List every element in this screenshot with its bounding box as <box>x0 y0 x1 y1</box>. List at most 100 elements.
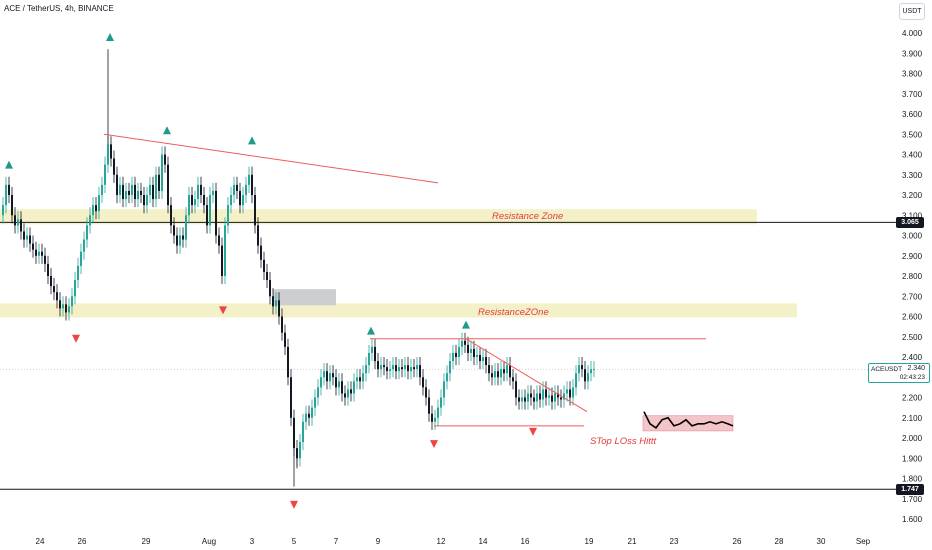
candle-body <box>347 389 349 398</box>
candle-body <box>290 377 292 418</box>
candle-body <box>188 195 190 216</box>
candle-body <box>236 184 238 191</box>
last-price: 2.340 <box>907 365 925 372</box>
candle-body <box>548 395 550 398</box>
y-tick-label: 3.900 <box>902 49 923 58</box>
candle-body <box>83 239 85 252</box>
candle-body <box>365 365 367 374</box>
candle-body <box>392 365 394 370</box>
x-tick-label: 28 <box>775 537 784 546</box>
x-tick-label: 23 <box>670 537 679 546</box>
x-tick-label: 30 <box>817 537 826 546</box>
candle-body <box>488 365 490 374</box>
candle-body <box>191 195 193 206</box>
candle-body <box>20 219 22 232</box>
candle-body <box>509 365 511 378</box>
candle-body <box>152 184 154 200</box>
x-tick-label: Sep <box>856 537 871 546</box>
countdown: 02:43:23 <box>899 374 925 381</box>
candle-body <box>275 300 277 307</box>
x-tick-label: 24 <box>36 537 45 546</box>
x-tick-label: 3 <box>250 537 255 546</box>
candle-body <box>272 296 274 307</box>
candle-body <box>26 235 28 240</box>
candle-body <box>497 371 499 378</box>
up-arrow-icon <box>5 160 13 169</box>
candle-body <box>308 413 310 418</box>
candle-body <box>314 397 316 408</box>
candle-body <box>461 340 463 347</box>
x-tick-label: 19 <box>585 537 594 546</box>
candle-body <box>380 365 382 370</box>
candle-body <box>143 195 145 206</box>
candle-body <box>557 393 559 398</box>
y-tick-label: 3.100 <box>902 211 923 220</box>
candle-body <box>431 413 433 422</box>
candle-body <box>452 352 454 362</box>
candle-body <box>92 205 94 216</box>
candle-body <box>545 389 547 398</box>
candle-body <box>527 393 529 402</box>
x-tick-label: 9 <box>376 537 381 546</box>
candle-body <box>35 249 37 256</box>
x-tick-label: 26 <box>733 537 742 546</box>
candle-body <box>104 164 106 185</box>
candle-body <box>137 190 139 200</box>
resistance-zone-label: Resistance Zone <box>492 211 563 222</box>
candle-body <box>41 251 43 256</box>
candle-body <box>89 215 91 226</box>
candle-body <box>230 195 232 206</box>
candle-body <box>410 367 412 372</box>
down-arrow-icon <box>430 440 438 449</box>
candle-body <box>359 377 361 382</box>
levels-layer <box>0 221 896 490</box>
candle-body <box>506 365 508 374</box>
candle-body <box>200 184 202 195</box>
candle-body <box>224 225 226 276</box>
candle-body <box>296 448 298 459</box>
candle-body <box>443 381 445 398</box>
candle-body <box>62 304 64 309</box>
candle-body <box>134 184 136 200</box>
candle-body <box>434 417 436 422</box>
candle-body <box>197 184 199 200</box>
candle-body <box>8 184 10 195</box>
y-tick-label: 4.000 <box>902 29 923 38</box>
candle-body <box>551 395 553 402</box>
zone-2 <box>0 303 797 318</box>
candle-body <box>341 381 343 394</box>
candle-body <box>422 377 424 388</box>
y-tick-label: 2.700 <box>902 292 923 301</box>
candle-body <box>383 365 385 368</box>
candle-body <box>395 365 397 372</box>
candle-body <box>185 215 187 240</box>
y-tick-label: 2.000 <box>902 434 923 443</box>
down-arrow-icon <box>72 334 80 343</box>
candle-body <box>536 393 538 402</box>
candle-body <box>86 225 88 240</box>
candle-body <box>425 387 427 398</box>
currency-button[interactable]: USDT <box>899 3 925 20</box>
up-arrow-icon <box>163 126 171 135</box>
candle-body <box>464 340 466 345</box>
candle-body <box>245 184 247 195</box>
candle-body <box>302 421 304 443</box>
up-arrow-icon <box>462 320 470 329</box>
candle-body <box>428 397 430 414</box>
candle-body <box>146 195 148 206</box>
candle-body <box>203 195 205 206</box>
candle-body <box>485 357 487 366</box>
symbol-title: ACE / TetherUS, 4h, BINANCE <box>4 4 114 13</box>
y-tick-label: 2.500 <box>902 333 923 342</box>
candle-body <box>362 373 364 382</box>
y-tick-label: 2.200 <box>902 394 923 403</box>
y-tick-label: 3.000 <box>902 232 923 241</box>
up-arrow-icon <box>106 33 114 42</box>
candle-body <box>500 369 502 378</box>
candle-body <box>269 280 271 297</box>
candle-body <box>260 245 262 260</box>
candle-body <box>101 184 103 195</box>
candle-body <box>446 373 448 382</box>
candle-body <box>521 397 523 402</box>
